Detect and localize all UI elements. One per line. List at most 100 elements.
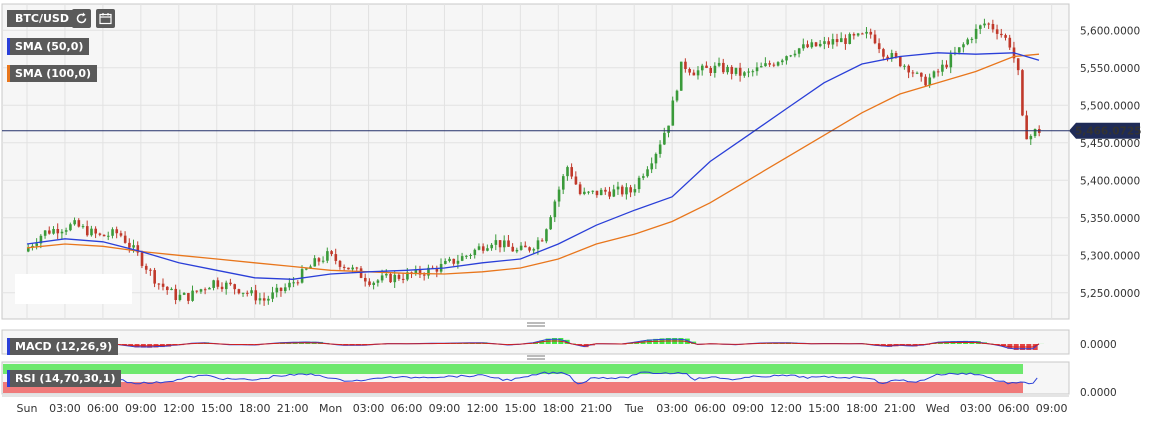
candle [658, 140, 662, 158]
candle [696, 66, 700, 80]
candle [342, 264, 346, 271]
candle [52, 226, 55, 235]
horizontal-gridlines [2, 29, 1069, 294]
candle [920, 72, 923, 82]
macd-bar [684, 338, 690, 344]
candle [688, 67, 691, 76]
candle [507, 234, 510, 247]
candle [595, 190, 599, 198]
candle [776, 61, 780, 67]
candle [149, 268, 152, 276]
candle [717, 57, 721, 68]
candle [553, 199, 557, 223]
symbol-color-bar [7, 10, 10, 27]
y-tick-label: 5,300.0000 [1080, 250, 1140, 262]
candle [136, 241, 140, 256]
symbol-label[interactable]: BTC/USD [7, 10, 75, 27]
candle [85, 220, 89, 237]
candle [435, 265, 439, 278]
candle [675, 89, 679, 103]
rsi-legend[interactable]: RSI (14,70,30,1) [7, 370, 122, 387]
x-tick-label: 06:00 [391, 402, 423, 415]
candle [77, 218, 81, 228]
pane-splitter-1[interactable] [527, 322, 545, 327]
sma50-legend[interactable]: SMA (50,0) [7, 38, 90, 55]
x-tick-label: 03:00 [353, 402, 385, 415]
candle [153, 267, 156, 288]
candle [759, 62, 763, 68]
y-tick-label: 5,250.0000 [1080, 288, 1140, 300]
main-panel[interactable] [1, 3, 1070, 320]
candle [1008, 34, 1012, 50]
candle [852, 32, 856, 40]
candle [700, 63, 704, 76]
x-tick-label: 15:00 [808, 402, 840, 415]
candle [262, 292, 266, 306]
candle [604, 187, 607, 195]
candle [907, 64, 911, 79]
sma100-line [26, 53, 1040, 275]
pane-splitter-2[interactable] [527, 355, 545, 360]
candle [107, 231, 110, 241]
x-tick-label: 12:00 [467, 402, 499, 415]
candle [814, 41, 818, 47]
calendar-icon[interactable] [96, 9, 115, 28]
candle [1021, 69, 1024, 117]
candle [755, 62, 759, 76]
y-axis-ticks: 5,600.0000 5,550.0000 5,500.0000 5,450.0000… [1080, 25, 1140, 300]
candle [157, 283, 161, 290]
candle [338, 259, 342, 270]
candle [781, 58, 784, 66]
candle [389, 272, 392, 283]
candle [511, 243, 515, 252]
y-tick-label: 5,600.0000 [1080, 25, 1140, 37]
sma100-legend[interactable]: SMA (100,0) [7, 65, 98, 82]
candle [460, 252, 464, 262]
rsi-color-bar [7, 370, 10, 387]
candle [941, 59, 944, 76]
candle [250, 287, 253, 296]
candle [503, 235, 506, 252]
candle [768, 60, 771, 67]
candle [898, 56, 902, 68]
candle [840, 32, 843, 43]
refresh-icon[interactable] [72, 9, 91, 28]
candle [102, 234, 106, 237]
sma100-color-bar [7, 65, 10, 82]
candlesticks [27, 18, 1041, 306]
candle [224, 280, 228, 295]
candle [401, 273, 405, 284]
candle [730, 65, 734, 80]
candle [591, 190, 595, 195]
candle [313, 255, 317, 267]
candle [911, 70, 915, 78]
sma100-label: SMA (100,0) [15, 67, 92, 80]
candle [208, 286, 211, 290]
candle [119, 230, 123, 238]
candle [1033, 128, 1037, 138]
candle [267, 295, 270, 305]
x-tick-label: 03:00 [960, 402, 992, 415]
x-tick-label: 15:00 [504, 402, 536, 415]
candle [486, 244, 489, 252]
macd-legend[interactable]: MACD (12,26,9) [7, 338, 119, 355]
candle [241, 292, 245, 297]
current-price-label: 5,466.0725 [1075, 126, 1141, 138]
candle [372, 281, 376, 290]
candle [1016, 58, 1020, 76]
candle [481, 243, 485, 254]
x-tick-label: 09:00 [1036, 402, 1068, 415]
candle [877, 38, 881, 54]
candle [650, 157, 654, 174]
candle [667, 125, 670, 138]
x-tick-label: 06:00 [998, 402, 1030, 415]
candle [983, 18, 986, 28]
candle [233, 283, 237, 295]
candle [679, 61, 683, 91]
candle [785, 55, 788, 65]
candle [246, 290, 249, 297]
macd-color-bar [7, 338, 10, 355]
candle [806, 40, 809, 49]
candle [987, 22, 991, 30]
